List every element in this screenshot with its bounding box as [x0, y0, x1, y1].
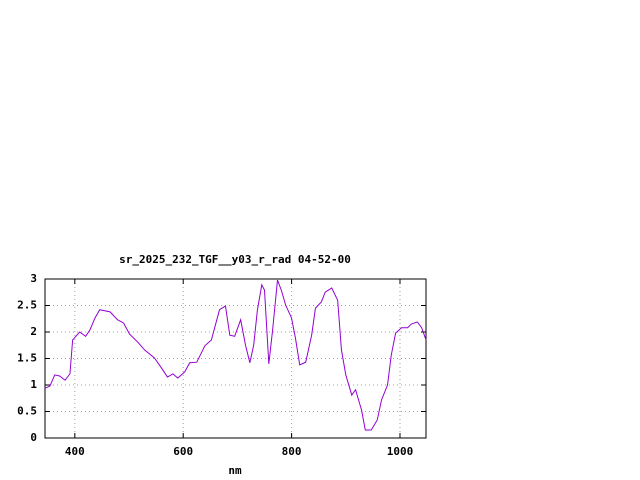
y-tick-label: 1 [30, 378, 37, 391]
x-axis-label: nm [228, 464, 242, 477]
data-line [44, 279, 427, 431]
y-tick-label: 0 [30, 431, 37, 444]
x-tick-label: 800 [282, 445, 302, 458]
y-tick-label: 2.5 [17, 299, 37, 312]
y-tick-label: 3 [30, 272, 37, 285]
x-tick-label: 400 [65, 445, 85, 458]
plot-frame [44, 278, 427, 439]
y-tick-label: 1.5 [17, 352, 37, 365]
y-tick-label: 2 [30, 325, 37, 338]
chart-title: sr_2025_232_TGF__y03_r_rad 04-52-00 [119, 253, 351, 266]
y-tick-label: 0.5 [17, 405, 37, 418]
x-tick-label: 1000 [387, 445, 414, 458]
x-tick-label: 600 [173, 445, 193, 458]
